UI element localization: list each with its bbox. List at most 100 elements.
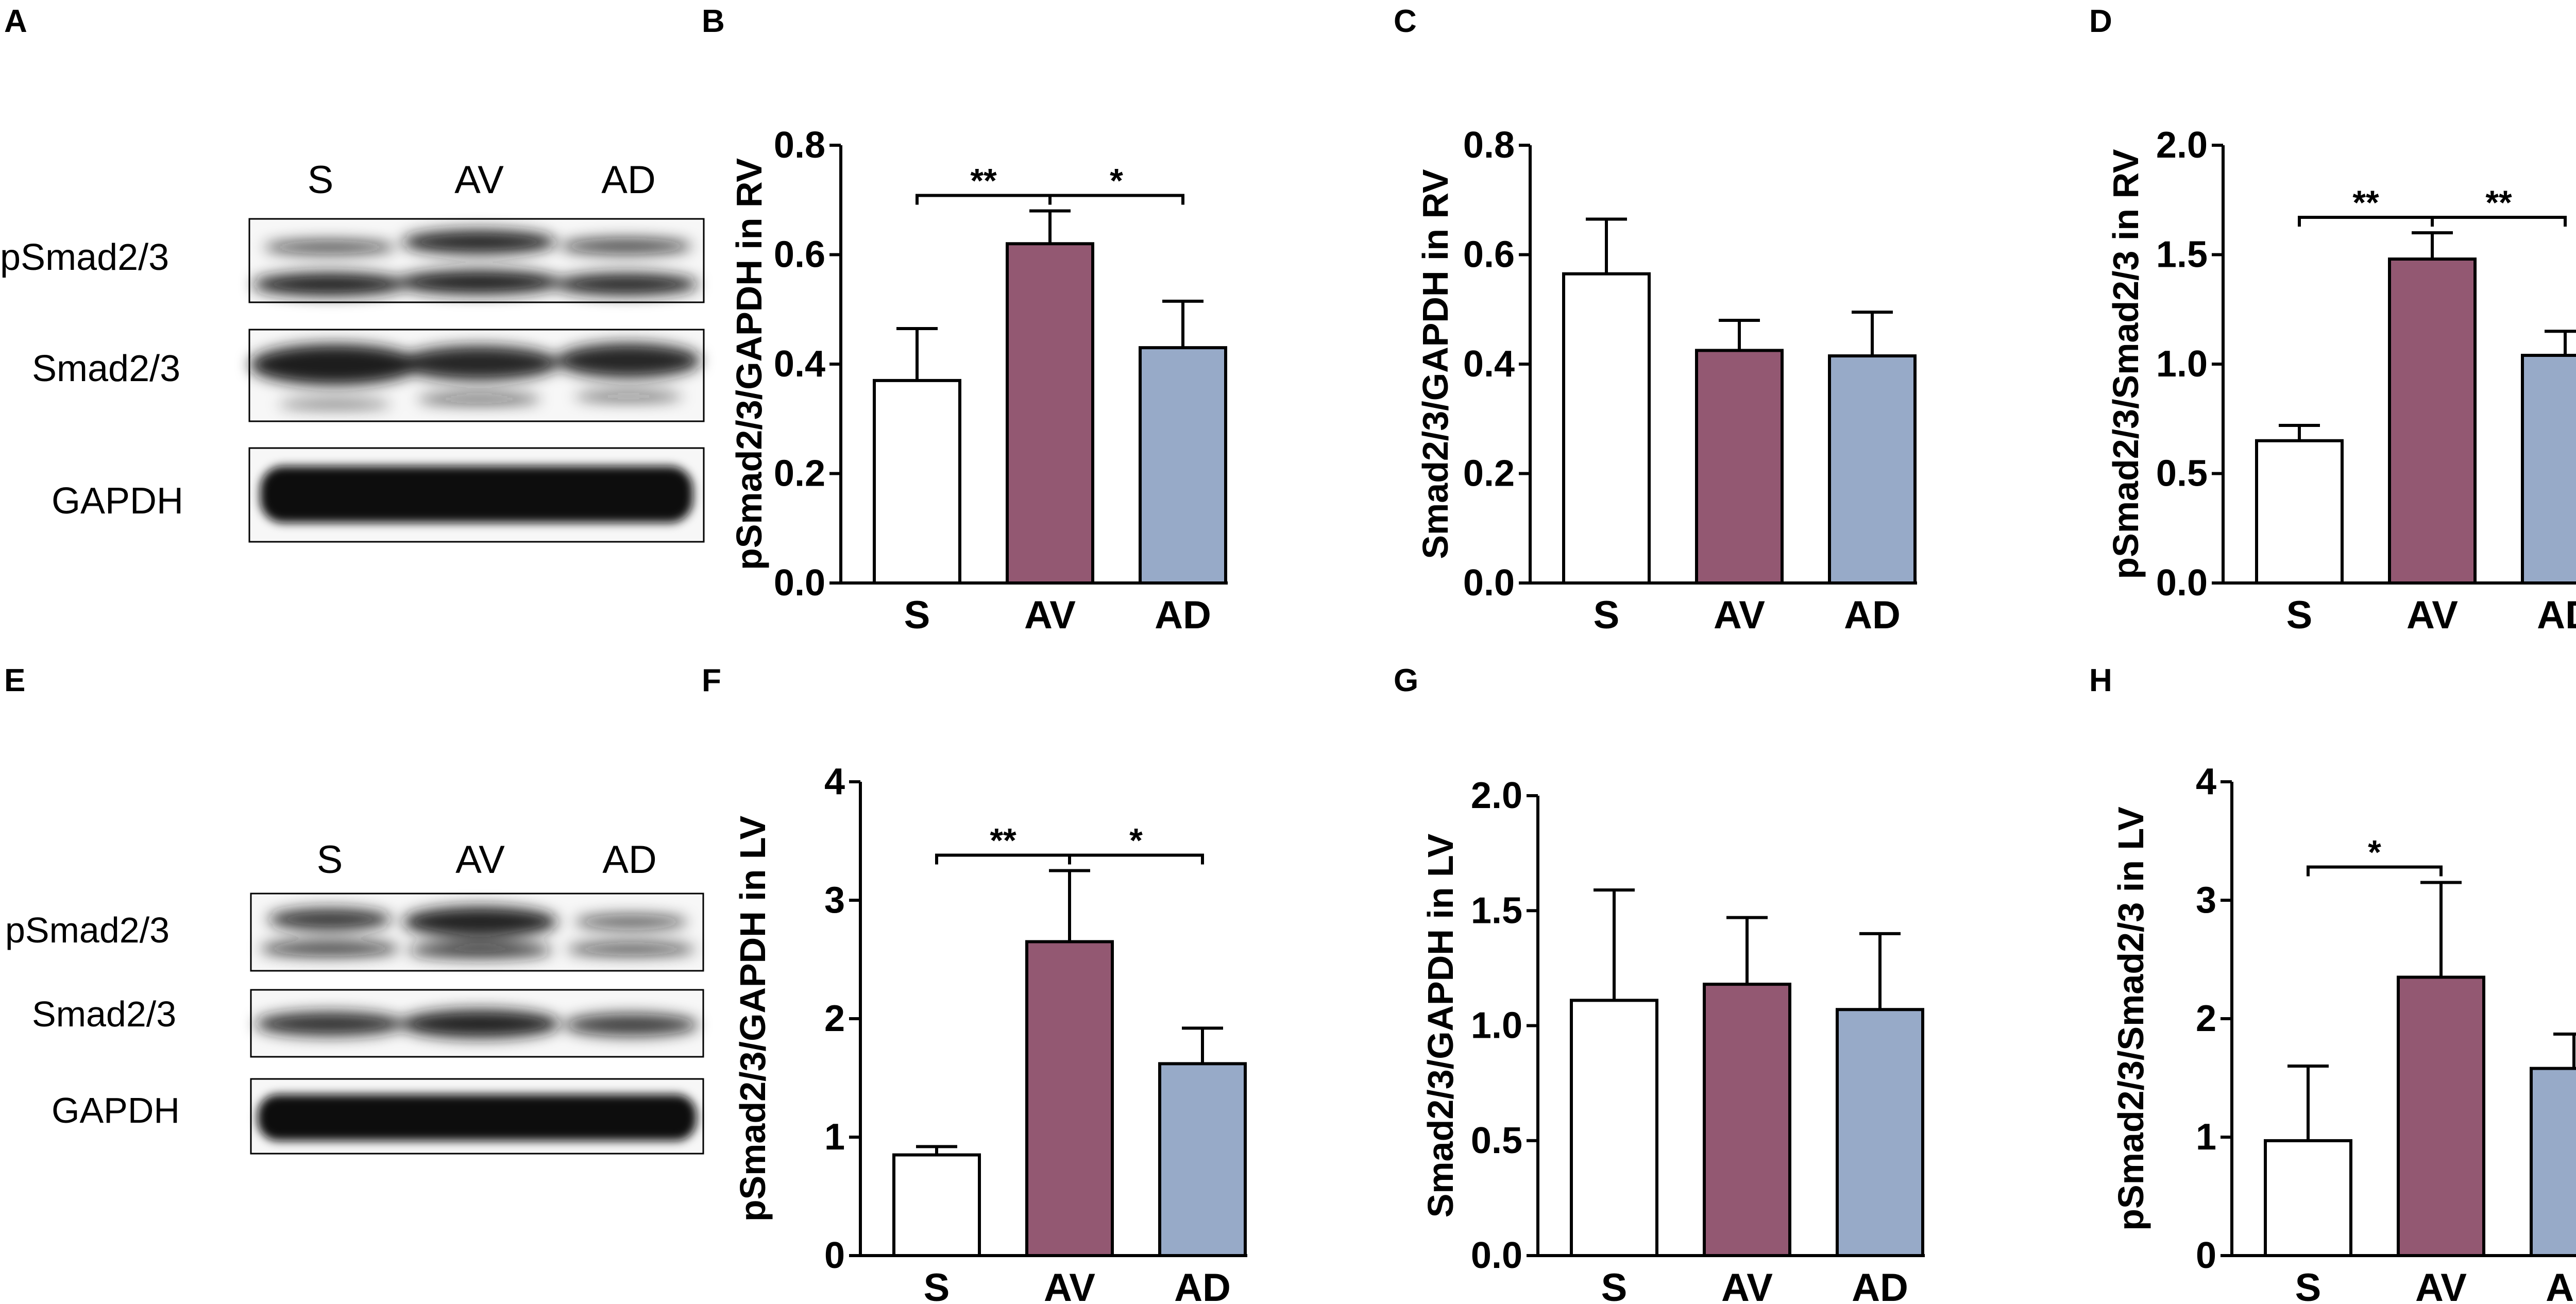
x-tick-label-s: S xyxy=(1601,1266,1628,1304)
x-tick-label-ad: AD xyxy=(1155,593,1211,637)
bar-av xyxy=(2388,258,2477,585)
y-tick-label: 1.0 xyxy=(1471,1005,1522,1046)
significance-bracket xyxy=(2307,865,2443,877)
blot-strip-gapdh xyxy=(248,447,705,543)
panel-letter-b: B xyxy=(702,4,725,39)
x-tick-label-av: AV xyxy=(2415,1266,2467,1304)
x-tick-label-s: S xyxy=(2286,593,2313,637)
x-tick-label-ad: AD xyxy=(1844,593,1901,637)
panel-letter-c: C xyxy=(1394,4,1417,39)
significance-label: * xyxy=(2368,833,2381,871)
significance-label: ** xyxy=(2352,183,2379,221)
bar-ad xyxy=(1139,346,1227,585)
y-tick-label: 0 xyxy=(824,1235,845,1276)
bar-chart-psmad-smad-lv: 0 1 2 3 4 pSmad2/3/Smad2/3 in LV S AV AD * xyxy=(2111,761,2576,1304)
bar-ad xyxy=(2530,1067,2576,1258)
x-tick-label-av: AV xyxy=(1714,593,1765,637)
y-tick-label: 0.8 xyxy=(774,125,825,166)
x-tick-label-s: S xyxy=(2295,1266,2321,1304)
blot-row-label-smad: Smad2/3 xyxy=(32,994,176,1034)
y-tick-label: 0.8 xyxy=(1463,125,1515,166)
y-tick-label: 0.4 xyxy=(774,344,825,385)
significance-bracket xyxy=(1048,194,1184,205)
x-tick-label-ad: AD xyxy=(2546,1266,2576,1304)
y-tick-label: 4 xyxy=(2196,761,2216,802)
y-tick-label: 0.2 xyxy=(1463,453,1515,494)
significance-label: * xyxy=(1110,162,1123,200)
panel-letter-a: A xyxy=(4,4,27,39)
lane-label-s: S xyxy=(317,838,343,882)
x-tick-label-av: AV xyxy=(1044,1266,1095,1304)
bar-s xyxy=(2255,439,2344,585)
x-tick-label-s: S xyxy=(924,1266,950,1304)
y-axis-label: Smad2/3/GAPDH in LV xyxy=(1420,833,1461,1217)
y-axis-label: Smad2/3/GAPDH in RV xyxy=(1415,169,1455,559)
bar-av xyxy=(1695,349,1784,585)
x-tick-label-s: S xyxy=(904,593,930,637)
significance-label: ** xyxy=(990,821,1016,860)
bar-s xyxy=(1570,999,1658,1257)
y-tick-label: 2 xyxy=(2196,998,2216,1039)
blot-row-label-psmad: pSmad2/3 xyxy=(5,910,170,950)
y-tick-label: 0.2 xyxy=(774,453,825,494)
western-blot-lv: S AV AD pSmad2/3 Smad2/3 GAPDH xyxy=(5,838,704,1155)
y-tick-label: 4 xyxy=(824,761,845,802)
x-tick-label-ad: AD xyxy=(1174,1266,1231,1304)
western-blot-rv: S AV AD pSmad2/3 Smad2/3 xyxy=(0,158,705,543)
bar-s xyxy=(2264,1139,2352,1257)
blot-strip-gapdh xyxy=(250,1078,704,1155)
significance-label: ** xyxy=(970,162,997,200)
panel-letter-f: F xyxy=(702,663,721,698)
x-tick-label-ad: AD xyxy=(1852,1266,1908,1304)
blot-row-label-smad: Smad2/3 xyxy=(32,348,180,389)
panel-letter-g: G xyxy=(1394,663,1418,698)
bar-av xyxy=(2397,975,2485,1257)
y-tick-label: 0.5 xyxy=(1471,1120,1522,1161)
blot-bands xyxy=(260,906,696,958)
y-tick-label: 1.5 xyxy=(1471,890,1522,931)
panel-letter-d: D xyxy=(2089,4,2112,39)
y-tick-label: 1 xyxy=(824,1117,845,1158)
blot-row-label-gapdh: GAPDH xyxy=(52,1090,180,1130)
bar-s xyxy=(873,379,961,585)
significance-label: * xyxy=(1129,821,1143,860)
significance-bracket xyxy=(1068,853,1204,865)
bar-s xyxy=(892,1153,981,1257)
y-tick-label: 3 xyxy=(824,880,845,921)
y-tick-label: 0.0 xyxy=(2156,562,2208,604)
y-tick-label: 2.0 xyxy=(1471,775,1522,816)
y-tick-label: 0.0 xyxy=(1463,562,1515,604)
significance-bracket xyxy=(2431,216,2567,227)
x-tick-label-av: AV xyxy=(2406,593,2458,637)
blot-row-label-psmad: pSmad2/3 xyxy=(0,237,169,278)
y-tick-label: 0.6 xyxy=(1463,234,1515,276)
y-tick-label: 0.0 xyxy=(774,562,825,604)
significance-label: ** xyxy=(2485,183,2512,221)
y-tick-label: 3 xyxy=(2196,880,2216,921)
x-tick-label-ad: AD xyxy=(2537,593,2576,637)
y-axis-label: pSmad2/3/GAPDH in LV xyxy=(733,816,773,1222)
panel-letter-e: E xyxy=(4,663,25,698)
blot-row-label-gapdh: GAPDH xyxy=(52,481,183,522)
bar-av xyxy=(1025,940,1114,1257)
x-tick-label-s: S xyxy=(1594,593,1620,637)
x-tick-label-av: AV xyxy=(1024,593,1076,637)
bar-ad xyxy=(1828,354,1917,585)
bar-ad xyxy=(1158,1062,1247,1257)
bar-av xyxy=(1006,242,1094,585)
bar-s xyxy=(1562,272,1651,585)
blot-strip-psmad xyxy=(250,893,704,972)
y-tick-label: 1.0 xyxy=(2156,344,2208,385)
bar-ad xyxy=(1836,1008,1924,1257)
blot-strip-psmad xyxy=(248,218,705,303)
y-tick-label: 2.0 xyxy=(2156,125,2208,166)
lane-label-ad: AD xyxy=(601,158,656,202)
blot-bands xyxy=(252,230,698,296)
y-tick-label: 1.5 xyxy=(2156,234,2208,276)
